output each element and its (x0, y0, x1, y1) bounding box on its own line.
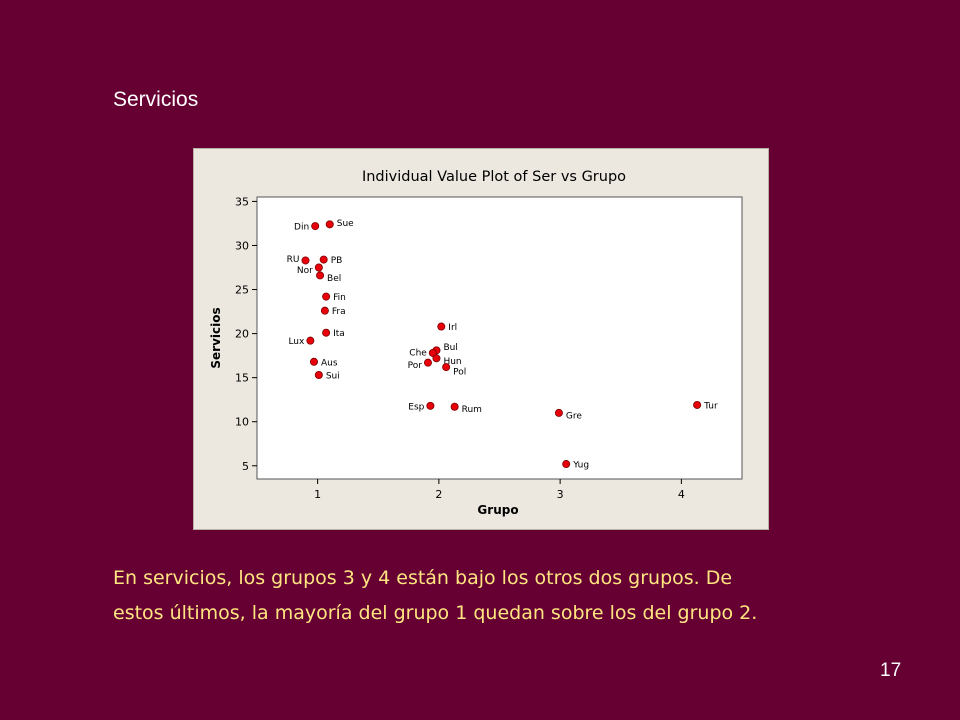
y-tick-label: 20 (235, 328, 249, 341)
point-label-fin: Fin (333, 293, 346, 303)
data-point-bel (316, 271, 325, 280)
y-tick-label: 5 (242, 460, 249, 473)
y-tick-label: 25 (235, 284, 249, 297)
point-label-aus: Aus (321, 358, 338, 368)
data-point-sue (325, 220, 334, 229)
x-tick-label: 2 (435, 488, 442, 501)
point-label-tur: Tur (703, 401, 718, 411)
point-label-ita: Ita (333, 329, 345, 339)
point-label-pol: Pol (453, 368, 466, 378)
point-label-lux: Lux (288, 337, 305, 347)
point-label-esp: Esp (408, 402, 424, 412)
point-label-fra: Fra (332, 307, 346, 317)
data-point-por (423, 358, 432, 367)
y-tick-label: 15 (235, 372, 249, 385)
data-point-nor (314, 263, 323, 272)
caption-line-1: En servicios, los grupos 3 y 4 están baj… (113, 567, 733, 589)
y-tick-label: 35 (235, 195, 249, 208)
data-point-pb (319, 255, 328, 264)
data-point-ru (301, 256, 310, 265)
point-label-bel: Bel (327, 274, 341, 284)
point-label-rum: Rum (462, 405, 482, 415)
y-axis: 5 10 15 20 25 30 35 (235, 195, 257, 473)
data-point-din (311, 222, 320, 231)
data-point-fra (320, 306, 329, 315)
x-tick-label: 4 (678, 488, 685, 501)
point-label-bul: Bul (443, 343, 457, 353)
data-point-fin (322, 292, 331, 301)
point-label-pb: PB (331, 256, 343, 266)
point-label-che: Che (409, 348, 427, 358)
point-label-nor: Nor (297, 266, 313, 276)
caption: En servicios, los grupos 3 y 4 están baj… (113, 561, 913, 631)
point-label-sui: Sui (326, 372, 340, 382)
data-point-tur (693, 400, 702, 409)
plot-area (256, 196, 743, 480)
x-tick-label: 1 (314, 488, 321, 501)
y-tick-label: 30 (235, 239, 249, 252)
point-label-yug: Yug (572, 461, 589, 471)
point-label-din: Din (294, 223, 309, 233)
point-label-hun: Hun (443, 357, 461, 367)
data-point-irl (437, 322, 446, 331)
data-point-gre (554, 408, 563, 417)
page-number: 17 (880, 660, 902, 681)
caption-line-2: estos últimos, la mayoría del grupo 1 qu… (113, 602, 758, 624)
slide-title: Servicios (113, 88, 199, 111)
data-point-yug (562, 460, 571, 469)
data-point-hun (432, 354, 441, 363)
x-tick-label: 3 (557, 488, 564, 501)
individual-value-plot: Individual Value Plot of Ser vs Grupo 5 1… (209, 169, 743, 517)
y-tick-label: 10 (235, 416, 249, 429)
data-point-pol (442, 363, 451, 372)
x-axis: 1 2 3 4 (314, 479, 685, 501)
point-label-ru: RU (287, 255, 300, 265)
point-label-gre: Gre (566, 411, 582, 421)
data-point-sui (314, 371, 323, 380)
y-axis-label: Servicios (209, 307, 223, 368)
data-point-rum (450, 402, 459, 411)
data-points: Din Sue RU PB Nor Bel Fin Fra Ita Lux Aus Sui Irl Bul… (287, 219, 718, 471)
point-label-por: Por (408, 361, 423, 371)
data-point-esp (426, 401, 435, 410)
data-point-aus (309, 357, 318, 366)
point-label-irl: Irl (448, 323, 457, 333)
point-label-sue: Sue (337, 219, 354, 229)
x-axis-label: Grupo (477, 503, 518, 517)
data-point-lux (306, 336, 315, 345)
chart-panel: Individual Value Plot of Ser vs Grupo 5 1… (193, 148, 769, 530)
data-point-ita (322, 328, 331, 337)
chart-title: Individual Value Plot of Ser vs Grupo (362, 169, 626, 185)
